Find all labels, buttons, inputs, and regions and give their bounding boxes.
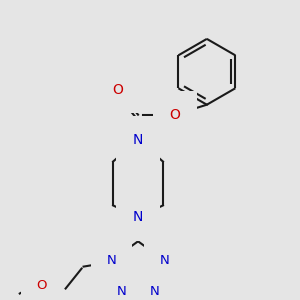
Text: N: N: [150, 285, 159, 298]
Text: N: N: [160, 254, 170, 267]
Text: N: N: [106, 254, 116, 267]
Text: N: N: [133, 133, 143, 147]
Text: N: N: [117, 285, 127, 298]
Text: O: O: [169, 108, 180, 122]
Text: N: N: [133, 210, 143, 224]
Text: O: O: [113, 83, 124, 97]
Text: O: O: [36, 279, 47, 292]
